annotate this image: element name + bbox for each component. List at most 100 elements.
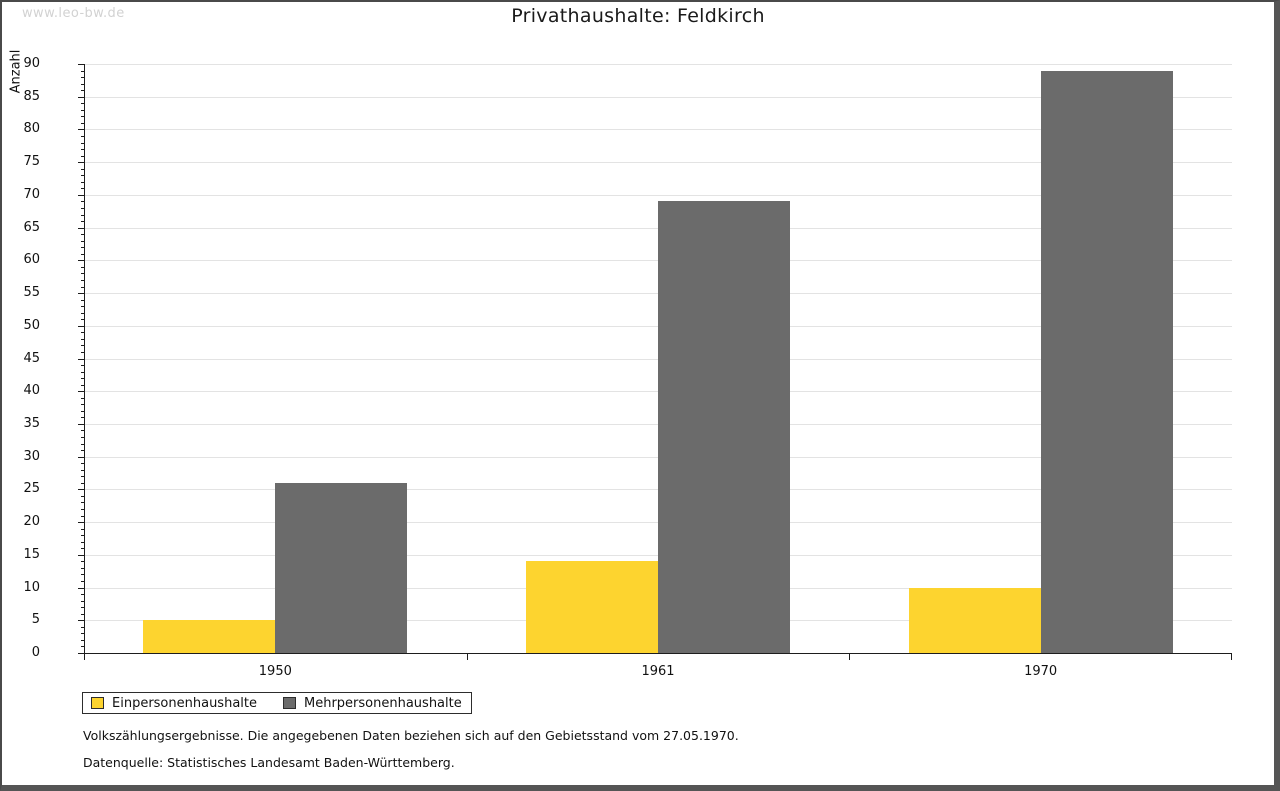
y-axis-minor-tick [81, 607, 84, 609]
y-axis-minor-tick [81, 502, 84, 504]
y-axis-minor-tick [81, 109, 84, 111]
y-axis-minor-tick [81, 253, 84, 255]
y-axis-minor-tick [81, 561, 84, 563]
chart-title: Privathaushalte: Feldkirch [511, 5, 765, 27]
y-axis-minor-tick [81, 639, 84, 641]
y-axis-minor-tick [81, 273, 84, 275]
y-axis-minor-tick [81, 437, 84, 439]
y-axis-minor-tick [81, 509, 84, 511]
y-axis-major-tick [78, 194, 84, 196]
legend-label-single: Einpersonenhaushalte [112, 695, 257, 711]
y-axis-major-tick [78, 456, 84, 458]
x-axis-line [84, 653, 1232, 654]
y-axis-minor-tick [81, 450, 84, 452]
y-axis-minor-tick [81, 338, 84, 340]
y-axis-minor-tick [81, 299, 84, 301]
legend-swatch-icon-single [91, 697, 104, 709]
y-axis-minor-tick [81, 214, 84, 216]
y-axis-major-tick [78, 358, 84, 360]
legend-entry-mehrpersonenhaushalte[interactable]: Mehrpersonenhaushalte [283, 696, 462, 711]
x-axis-tick-label-1970: 1970 [1024, 664, 1058, 679]
y-axis-minor-tick [81, 188, 84, 190]
y-axis-minor-tick [81, 410, 84, 412]
footnote-census: Volkszählungsergebnisse. Die angegebenen… [83, 728, 739, 743]
y-axis-minor-tick [81, 266, 84, 268]
bar-1961-mehrpersonenhaushalte[interactable] [658, 201, 791, 653]
y-axis-minor-tick [81, 70, 84, 72]
x-axis-tick [84, 654, 85, 660]
y-axis-major-tick [78, 489, 84, 491]
legend-label-multi: Mehrpersonenhaushalte [304, 695, 462, 711]
y-axis-tick-label: 80 [23, 121, 40, 137]
y-axis-minor-tick [81, 476, 84, 478]
y-axis-tick-label: 85 [23, 88, 40, 104]
plot-area: 0 5 10 15 20 25 30 35 40 45 50 55 60 65 70 75 80 85 90 195… [23, 57, 1232, 679]
y-axis-major-tick [78, 554, 84, 556]
x-axis-tick-label-1961: 1961 [641, 664, 675, 679]
x-axis-tick [467, 654, 468, 660]
y-axis-minor-tick [81, 247, 84, 249]
y-axis-major-tick [78, 391, 84, 393]
y-axis-minor-tick [81, 371, 84, 373]
y-axis-major-tick [78, 129, 84, 131]
y-axis-major-tick [78, 64, 84, 65]
bar-1950-mehrpersonenhaushalte[interactable] [275, 482, 408, 653]
y-axis-minor-tick [81, 122, 84, 124]
y-axis-major-tick [78, 522, 84, 524]
bar-1970-einpersonenhaushalte[interactable] [908, 587, 1041, 653]
y-axis-tick-label: 55 [23, 285, 40, 301]
y-axis-minor-tick [81, 181, 84, 183]
chart-legend: Einpersonenhaushalte Mehrpersonenhaushal… [82, 692, 472, 714]
y-axis-minor-tick [81, 103, 84, 105]
y-axis-minor-tick [81, 574, 84, 576]
y-axis-minor-tick [81, 175, 84, 177]
bar-1961-einpersonenhaushalte[interactable] [525, 561, 658, 653]
y-axis-tick-label: 10 [23, 579, 40, 595]
bar-1950-einpersonenhaushalte[interactable] [143, 620, 276, 653]
y-axis-tick-label: 90 [23, 56, 40, 71]
y-axis-tick-label: 70 [23, 186, 40, 202]
site-watermark: www.leo-bw.de [22, 6, 125, 21]
y-axis-minor-tick [81, 495, 84, 497]
gridline [85, 64, 1232, 65]
y-axis-minor-tick [81, 116, 84, 118]
y-axis-minor-tick [81, 397, 84, 399]
y-axis-tick-label: 65 [23, 219, 40, 235]
y-axis-minor-tick [81, 581, 84, 582]
y-axis-tick-label: 60 [23, 252, 40, 268]
y-axis-minor-tick [81, 201, 84, 203]
y-axis-minor-tick [81, 332, 84, 334]
y-axis-major-tick [78, 620, 84, 622]
y-axis-major-tick [78, 227, 84, 229]
y-axis-tick-label: 0 [31, 645, 40, 660]
y-axis-minor-tick [81, 594, 84, 596]
y-axis-minor-tick [81, 567, 84, 569]
y-axis-minor-tick [81, 535, 84, 537]
y-axis-minor-tick [81, 626, 84, 628]
gridline [85, 96, 1232, 98]
x-axis-tick [849, 654, 850, 660]
x-axis-tick [1231, 654, 1232, 660]
y-axis-minor-tick [81, 443, 84, 445]
y-axis-minor-tick [81, 515, 84, 517]
gridline [85, 194, 1232, 196]
bar-1970-mehrpersonenhaushalte[interactable] [1040, 70, 1173, 653]
y-axis-minor-tick [81, 365, 84, 367]
y-axis-minor-tick [81, 633, 84, 635]
y-axis-minor-tick [81, 142, 84, 144]
y-axis-minor-tick [81, 482, 84, 484]
y-axis-tick-label: 25 [23, 481, 40, 497]
y-axis-minor-tick [81, 404, 84, 406]
legend-swatch-icon-multi [283, 697, 296, 709]
y-axis-minor-tick [81, 548, 84, 550]
y-axis-minor-tick [81, 541, 84, 543]
y-axis-minor-tick [81, 279, 84, 281]
footnote-datasource: Datenquelle: Statistisches Landesamt Bad… [83, 755, 455, 770]
y-axis-major-tick [78, 162, 84, 164]
y-axis-minor-tick [81, 351, 84, 353]
y-axis-minor-tick [81, 319, 84, 321]
legend-entry-einpersonenhaushalte[interactable]: Einpersonenhaushalte [91, 696, 257, 711]
y-axis-minor-tick [81, 417, 84, 419]
y-axis-minor-tick [81, 90, 84, 92]
